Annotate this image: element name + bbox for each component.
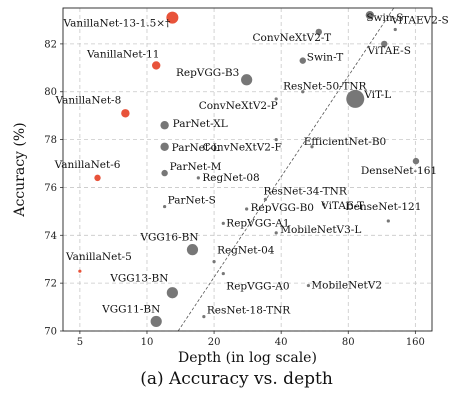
x-axis-label: Depth (in log scale) bbox=[178, 350, 317, 366]
y-tick-label: 78 bbox=[44, 135, 57, 146]
data-point bbox=[365, 10, 375, 20]
data-point bbox=[274, 97, 278, 101]
y-tick-label: 74 bbox=[44, 231, 57, 242]
data-point bbox=[315, 28, 322, 36]
point-label: ViTAE-S bbox=[367, 45, 411, 57]
point-label: VanillaNet-13-1.5×† bbox=[63, 18, 171, 30]
point-label: ParNet-L bbox=[172, 142, 220, 154]
point-label: ParNet-S bbox=[168, 195, 216, 207]
data-point bbox=[346, 89, 365, 108]
x-tick-label: 10 bbox=[141, 337, 154, 348]
point-label: VanillaNet-5 bbox=[65, 251, 132, 263]
data-point bbox=[166, 11, 179, 24]
data-point bbox=[245, 207, 249, 211]
data-point bbox=[160, 121, 169, 130]
point-label: ResNet-50-TNR bbox=[283, 81, 367, 93]
data-point bbox=[166, 287, 178, 299]
data-point bbox=[160, 142, 169, 151]
data-point bbox=[150, 315, 162, 328]
data-point bbox=[274, 137, 278, 142]
point-label: ResNet-18-TNR bbox=[207, 305, 291, 317]
data-point bbox=[94, 174, 101, 182]
point-label: DenseNet-161 bbox=[361, 165, 437, 177]
data-point bbox=[299, 57, 306, 64]
x-tick-label: 80 bbox=[342, 337, 355, 348]
point-label: Swin-T bbox=[307, 52, 343, 64]
y-tick-label: 72 bbox=[44, 279, 57, 290]
point-label: VGG16-BN bbox=[139, 232, 198, 244]
data-point bbox=[221, 221, 225, 225]
data-point bbox=[393, 27, 397, 32]
point-label: ConvNeXtV2-P bbox=[199, 100, 278, 112]
point-label: VGG13-BN bbox=[109, 273, 168, 285]
data-point bbox=[301, 90, 305, 94]
data-point bbox=[121, 109, 130, 118]
label-layer: VanillaNet-13-1.5×† VanillaNet-11 VanillaN… bbox=[54, 12, 449, 316]
data-point bbox=[412, 157, 420, 165]
point-label: VanillaNet-6 bbox=[54, 159, 121, 171]
point-label: VanillaNet-11 bbox=[86, 48, 160, 60]
point-label: VGG11-BN bbox=[101, 303, 160, 315]
point-label: RegNet-04 bbox=[217, 245, 275, 257]
point-label: ConvNeXtV2-F bbox=[203, 142, 282, 154]
point-label: RepVGG-B3 bbox=[176, 67, 239, 79]
point-label: RepVGG-A0 bbox=[226, 281, 289, 293]
data-point bbox=[161, 169, 168, 177]
scatter-chart: 5 10 20 40 80 160 70 72 74 76 78 80 82 VanillaNet-13… bbox=[12, 7, 449, 366]
data-point bbox=[306, 283, 311, 288]
y-tick-label: 80 bbox=[44, 87, 57, 98]
point-label: EfficientNet-B0 bbox=[304, 136, 386, 148]
plot-frame bbox=[62, 7, 433, 332]
point-label: ViTAEV2-S bbox=[390, 15, 448, 27]
x-tick-label: 20 bbox=[208, 337, 221, 348]
data-point bbox=[212, 260, 216, 264]
x-tick-label: 40 bbox=[275, 337, 288, 348]
y-tick-label: 70 bbox=[44, 327, 57, 338]
data-point bbox=[152, 61, 161, 70]
point-label: Swin-S bbox=[366, 12, 403, 24]
point-label: RegNet-08 bbox=[202, 172, 259, 184]
data-point bbox=[263, 197, 268, 202]
data-point bbox=[202, 315, 206, 319]
point-label: MobileNetV3-L bbox=[280, 224, 361, 236]
data-point bbox=[386, 219, 390, 223]
data-point bbox=[196, 176, 200, 180]
y-tick-label: 76 bbox=[44, 183, 57, 194]
point-label: ConvNeXtV2-T bbox=[252, 32, 331, 44]
data-point bbox=[78, 269, 82, 273]
data-point bbox=[241, 74, 253, 86]
data-point bbox=[310, 145, 314, 149]
figure-caption: (a) Accuracy vs. depth bbox=[140, 369, 333, 389]
y-axis-label: Accuracy (%) bbox=[12, 122, 28, 217]
point-label: DenseNet-121 bbox=[345, 201, 421, 213]
point-label: MobileNetV2 bbox=[311, 280, 382, 292]
data-point bbox=[274, 231, 278, 235]
point-layer bbox=[78, 10, 420, 328]
x-tick-label: 5 bbox=[77, 337, 83, 348]
data-point bbox=[321, 202, 326, 206]
point-label: VanillaNet-8 bbox=[54, 94, 121, 106]
point-label: RepVGG-B0 bbox=[251, 202, 314, 214]
point-label: ParNet-M bbox=[170, 161, 222, 173]
data-point bbox=[186, 244, 199, 256]
point-label: ViT-L bbox=[363, 89, 391, 101]
x-tick-label: 160 bbox=[406, 337, 425, 348]
point-label: ResNet-34-TNR bbox=[263, 185, 347, 197]
point-label: ViTAE-T bbox=[320, 200, 364, 212]
axes-layer: 5 10 20 40 80 160 70 72 74 76 78 80 82 bbox=[44, 7, 433, 348]
data-point bbox=[163, 204, 167, 209]
point-label: RepVGG-A1 bbox=[226, 217, 289, 229]
y-tick-label: 82 bbox=[44, 39, 57, 50]
data-point bbox=[381, 40, 388, 48]
data-point bbox=[221, 271, 225, 276]
point-label: ParNet-XL bbox=[173, 118, 228, 130]
